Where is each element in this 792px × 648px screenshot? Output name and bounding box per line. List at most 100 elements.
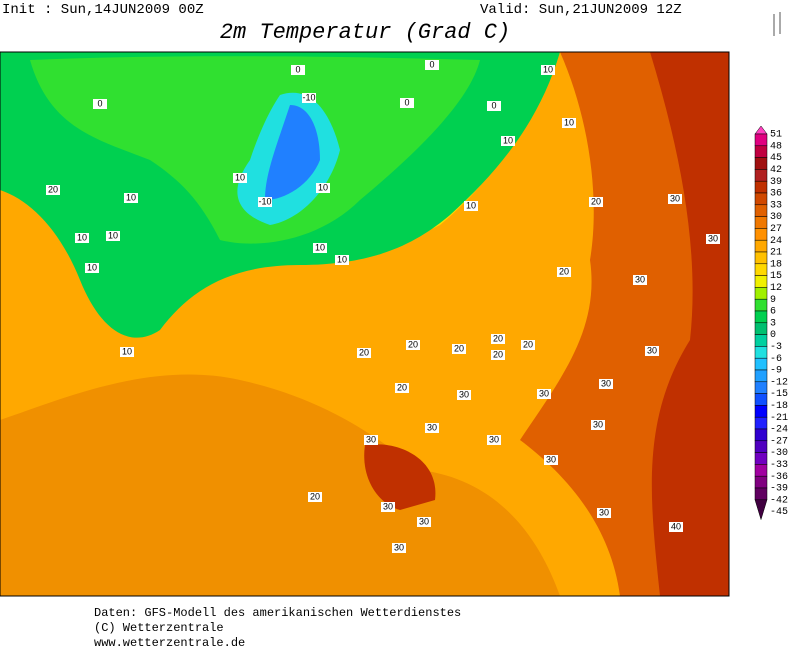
legend-swatch <box>754 393 768 406</box>
label-box <box>302 93 316 103</box>
contour-label: 30 <box>635 274 645 284</box>
legend-label: 45 <box>770 153 782 164</box>
legend-swatch <box>754 334 768 347</box>
legend-swatch <box>754 157 768 170</box>
legend-label: 30 <box>770 212 782 223</box>
contour-label: 20 <box>48 184 58 194</box>
legend-swatch <box>754 133 768 147</box>
legend-swatch <box>754 440 768 453</box>
label-box <box>93 99 107 109</box>
legend-label: 21 <box>770 248 782 259</box>
label-box <box>457 390 471 400</box>
legend-label: -36 <box>770 472 788 483</box>
contour-label: 30 <box>670 193 680 203</box>
legend-swatch <box>754 381 768 394</box>
contour-label: 20 <box>493 349 503 359</box>
label-box <box>706 234 720 244</box>
contour-label: 10 <box>235 172 245 182</box>
contour-label: 20 <box>523 339 533 349</box>
label-box <box>392 543 406 553</box>
legend-swatch <box>754 275 768 288</box>
contour-label: 30 <box>546 454 556 464</box>
contour-label: 30 <box>366 434 376 444</box>
contour-label: 30 <box>539 388 549 398</box>
label-box <box>425 60 439 70</box>
label-box <box>124 193 138 203</box>
legend-label: 36 <box>770 189 782 200</box>
menu-icon[interactable] <box>773 12 781 36</box>
legend-label: -18 <box>770 401 788 412</box>
label-box <box>464 201 478 211</box>
label-box <box>335 255 349 265</box>
label-box <box>669 522 683 532</box>
legend-label: 15 <box>770 271 782 282</box>
legend-label: 48 <box>770 141 782 152</box>
legend-swatch <box>754 346 768 359</box>
label-box <box>668 194 682 204</box>
label-box <box>46 185 60 195</box>
legend-label: 0 <box>770 330 776 341</box>
contour-label: 10 <box>87 262 97 272</box>
contour-label: -10 <box>258 196 271 206</box>
legend-label: -39 <box>770 484 788 495</box>
legend-label: 6 <box>770 307 776 318</box>
legend-label: 39 <box>770 177 782 188</box>
legend-label: -9 <box>770 366 782 377</box>
label-box <box>75 233 89 243</box>
color-legend: 51484542393633302724211815129630-3-6-9-1… <box>754 125 788 521</box>
legend-label: -24 <box>770 425 788 436</box>
label-box <box>521 340 535 350</box>
contour-label: 0 <box>429 59 434 69</box>
legend-label: 18 <box>770 259 782 270</box>
legend-label: -3 <box>770 342 782 353</box>
legend-swatch <box>754 145 768 158</box>
legend-swatch <box>754 310 768 324</box>
contour-label: 30 <box>419 516 429 526</box>
legend-label: 3 <box>770 318 776 329</box>
contour-label: 0 <box>295 64 300 74</box>
label-box <box>364 435 378 445</box>
legend-swatch <box>754 169 768 182</box>
legend-label: 42 <box>770 165 782 176</box>
legend-swatch <box>754 180 768 194</box>
label-box <box>541 65 555 75</box>
contour-label: 10 <box>126 192 136 202</box>
label-box <box>544 455 558 465</box>
legend-swatch <box>754 357 768 371</box>
legend-swatch <box>754 251 768 265</box>
contour-label: 10 <box>77 232 87 242</box>
label-box <box>501 136 515 146</box>
contour-label: 30 <box>394 542 404 552</box>
contour-label: 20 <box>591 196 601 206</box>
contour-label: 0 <box>97 98 102 108</box>
contour-label: 10 <box>108 230 118 240</box>
label-box <box>381 502 395 512</box>
legend-swatch <box>754 192 768 206</box>
label-box <box>308 492 322 502</box>
label-box <box>106 231 120 241</box>
label-box <box>316 183 330 193</box>
legend-label: -30 <box>770 448 788 459</box>
contour-label: 30 <box>599 507 609 517</box>
label-box <box>537 389 551 399</box>
map-title: 2m Temperatur (Grad C) <box>220 20 510 45</box>
contour-label: 10 <box>564 117 574 127</box>
contour-label: 10 <box>503 135 513 145</box>
contour-label: 20 <box>359 347 369 357</box>
legend-end <box>754 499 768 521</box>
legend-label: -27 <box>770 436 788 447</box>
legend-swatch <box>754 416 768 430</box>
init-time: Init : Sun,14JUN2009 00Z <box>2 2 204 18</box>
label-box <box>597 508 611 518</box>
label-box <box>395 383 409 393</box>
contour-label: -10 <box>302 92 315 102</box>
legend-swatch <box>754 452 768 465</box>
footer-url: www.wetterzentrale.de <box>94 636 245 648</box>
label-box <box>589 197 603 207</box>
contour-label: 30 <box>601 378 611 388</box>
contour-label: 20 <box>493 333 503 343</box>
legend-swatch <box>754 239 768 253</box>
contour-label: 10 <box>543 64 553 74</box>
label-box <box>562 118 576 128</box>
legend-swatch <box>754 428 768 442</box>
